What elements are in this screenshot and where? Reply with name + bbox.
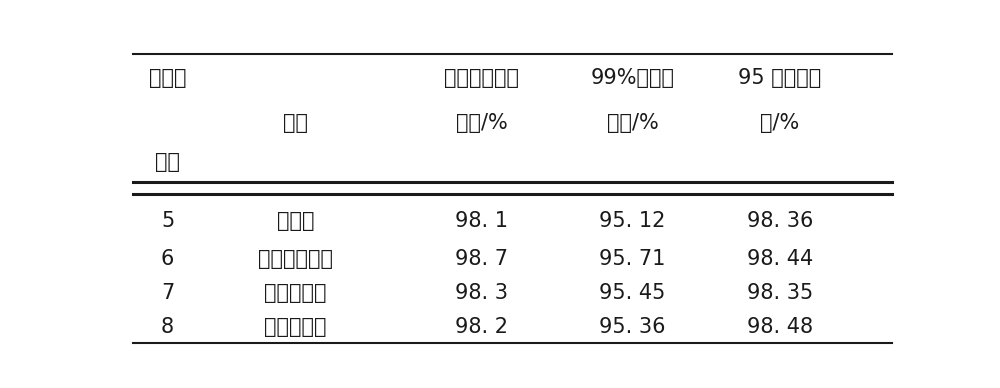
Text: 助剂: 助剂 xyxy=(283,113,308,133)
Text: 8: 8 xyxy=(161,317,174,338)
Text: 率/%: 率/% xyxy=(760,113,800,133)
Text: 收率/%: 收率/% xyxy=(607,113,658,133)
Text: 98. 44: 98. 44 xyxy=(747,249,813,268)
Text: 苯乙醚: 苯乙醚 xyxy=(277,211,314,231)
Text: 95. 45: 95. 45 xyxy=(599,283,666,303)
Text: 98. 7: 98. 7 xyxy=(455,249,508,268)
Text: 油相丁醛相对: 油相丁醛相对 xyxy=(444,68,519,88)
Text: 含量/%: 含量/% xyxy=(456,113,507,133)
Text: 98. 48: 98. 48 xyxy=(747,317,813,338)
Text: 95 乙醇回收: 95 乙醇回收 xyxy=(738,68,822,88)
Text: 邻硝基氯苯: 邻硝基氯苯 xyxy=(264,317,327,338)
Text: 7: 7 xyxy=(161,283,174,303)
Text: 磷酸三辛酯: 磷酸三辛酯 xyxy=(264,283,327,303)
Text: 甲基异丁基酮: 甲基异丁基酮 xyxy=(258,249,333,268)
Text: 95. 36: 95. 36 xyxy=(599,317,666,338)
Text: 98. 2: 98. 2 xyxy=(455,317,508,338)
Text: 95. 71: 95. 71 xyxy=(599,249,666,268)
Text: 序号: 序号 xyxy=(155,152,180,171)
Text: 5: 5 xyxy=(161,211,174,231)
Text: 实施例: 实施例 xyxy=(149,68,186,88)
Text: 98. 35: 98. 35 xyxy=(747,283,813,303)
Text: 99%丁醛回: 99%丁醛回 xyxy=(591,68,675,88)
Text: 6: 6 xyxy=(161,249,174,268)
Text: 98. 1: 98. 1 xyxy=(455,211,508,231)
Text: 98. 36: 98. 36 xyxy=(747,211,813,231)
Text: 95. 12: 95. 12 xyxy=(599,211,666,231)
Text: 98. 3: 98. 3 xyxy=(455,283,508,303)
